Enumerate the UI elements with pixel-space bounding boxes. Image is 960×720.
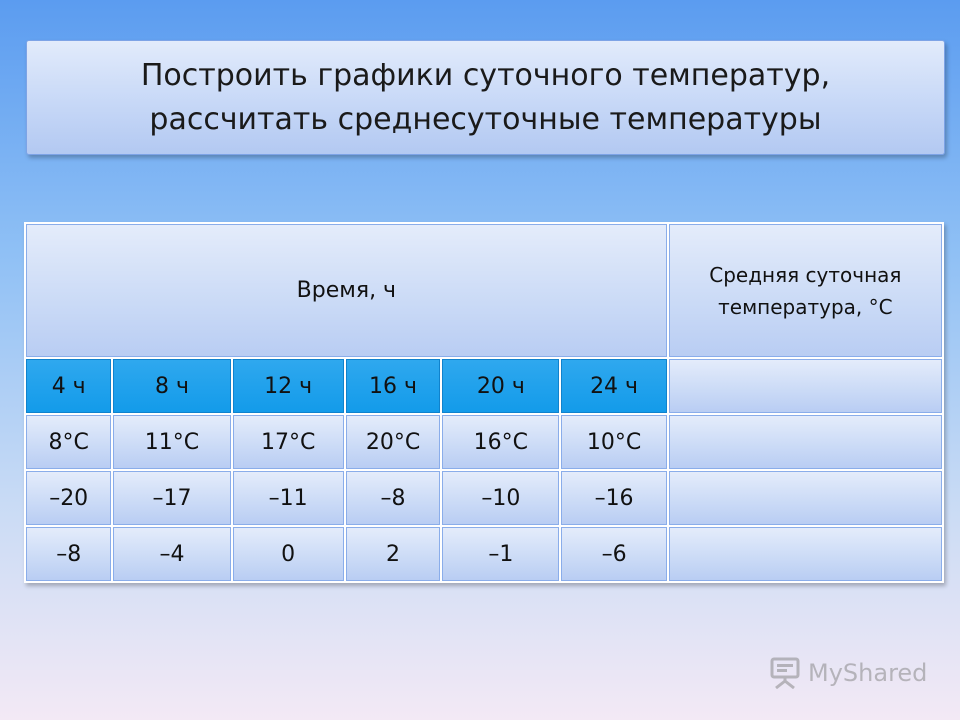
hour-cell: 12 ч [232, 359, 344, 413]
hours-row: 4 ч 8 ч 12 ч 16 ч 20 ч 24 ч [26, 359, 942, 413]
temp-cell: –11 [232, 471, 344, 525]
table-row: –20 –17 –11 –8 –10 –16 [26, 471, 942, 525]
hour-cell: 16 ч [345, 359, 441, 413]
temp-cell: –8 [345, 471, 441, 525]
temp-cell: 2 [345, 527, 441, 581]
temp-cell: 20°С [345, 415, 441, 469]
hour-cell: 24 ч [561, 359, 667, 413]
temp-cell: 11°С [113, 415, 231, 469]
temp-cell: 8°С [26, 415, 112, 469]
temp-cell: 10°С [561, 415, 667, 469]
time-header-cell: Время, ч [26, 224, 667, 357]
hour-cell: 20 ч [442, 359, 560, 413]
hour-cell: 4 ч [26, 359, 112, 413]
temp-cell: –16 [561, 471, 667, 525]
avg-temp-header-cell: Средняя суточная температура, °С [668, 224, 942, 357]
avg-empty-cell [668, 359, 942, 413]
watermark: MyShared [768, 657, 927, 689]
temp-cell: –20 [26, 471, 112, 525]
page-title: Построить графики суточного температур, … [140, 57, 831, 137]
temp-cell: –6 [561, 527, 667, 581]
temp-cell: –17 [113, 471, 231, 525]
hour-cell: 8 ч [113, 359, 231, 413]
temp-cell: –8 [26, 527, 112, 581]
temperature-table: Время, ч Средняя суточная температура, °… [24, 222, 944, 583]
avg-input-cell [668, 471, 942, 525]
watermark-text: MyShared [808, 659, 928, 687]
presentation-board-icon [770, 657, 800, 689]
temp-cell: –1 [442, 527, 560, 581]
temp-cell: –10 [442, 471, 560, 525]
temp-cell: 0 [232, 527, 344, 581]
temp-cell: 17°С [232, 415, 344, 469]
avg-input-cell [668, 527, 942, 581]
temp-cell: –4 [113, 527, 231, 581]
table-row: 8°С 11°С 17°С 20°С 16°С 10°С [26, 415, 942, 469]
temp-cell: 16°С [442, 415, 560, 469]
title-box: Построить графики суточного температур, … [26, 40, 945, 155]
table-header-row: Время, ч Средняя суточная температура, °… [26, 224, 942, 357]
table-row: –8 –4 0 2 –1 –6 [26, 527, 942, 581]
avg-input-cell [668, 415, 942, 469]
